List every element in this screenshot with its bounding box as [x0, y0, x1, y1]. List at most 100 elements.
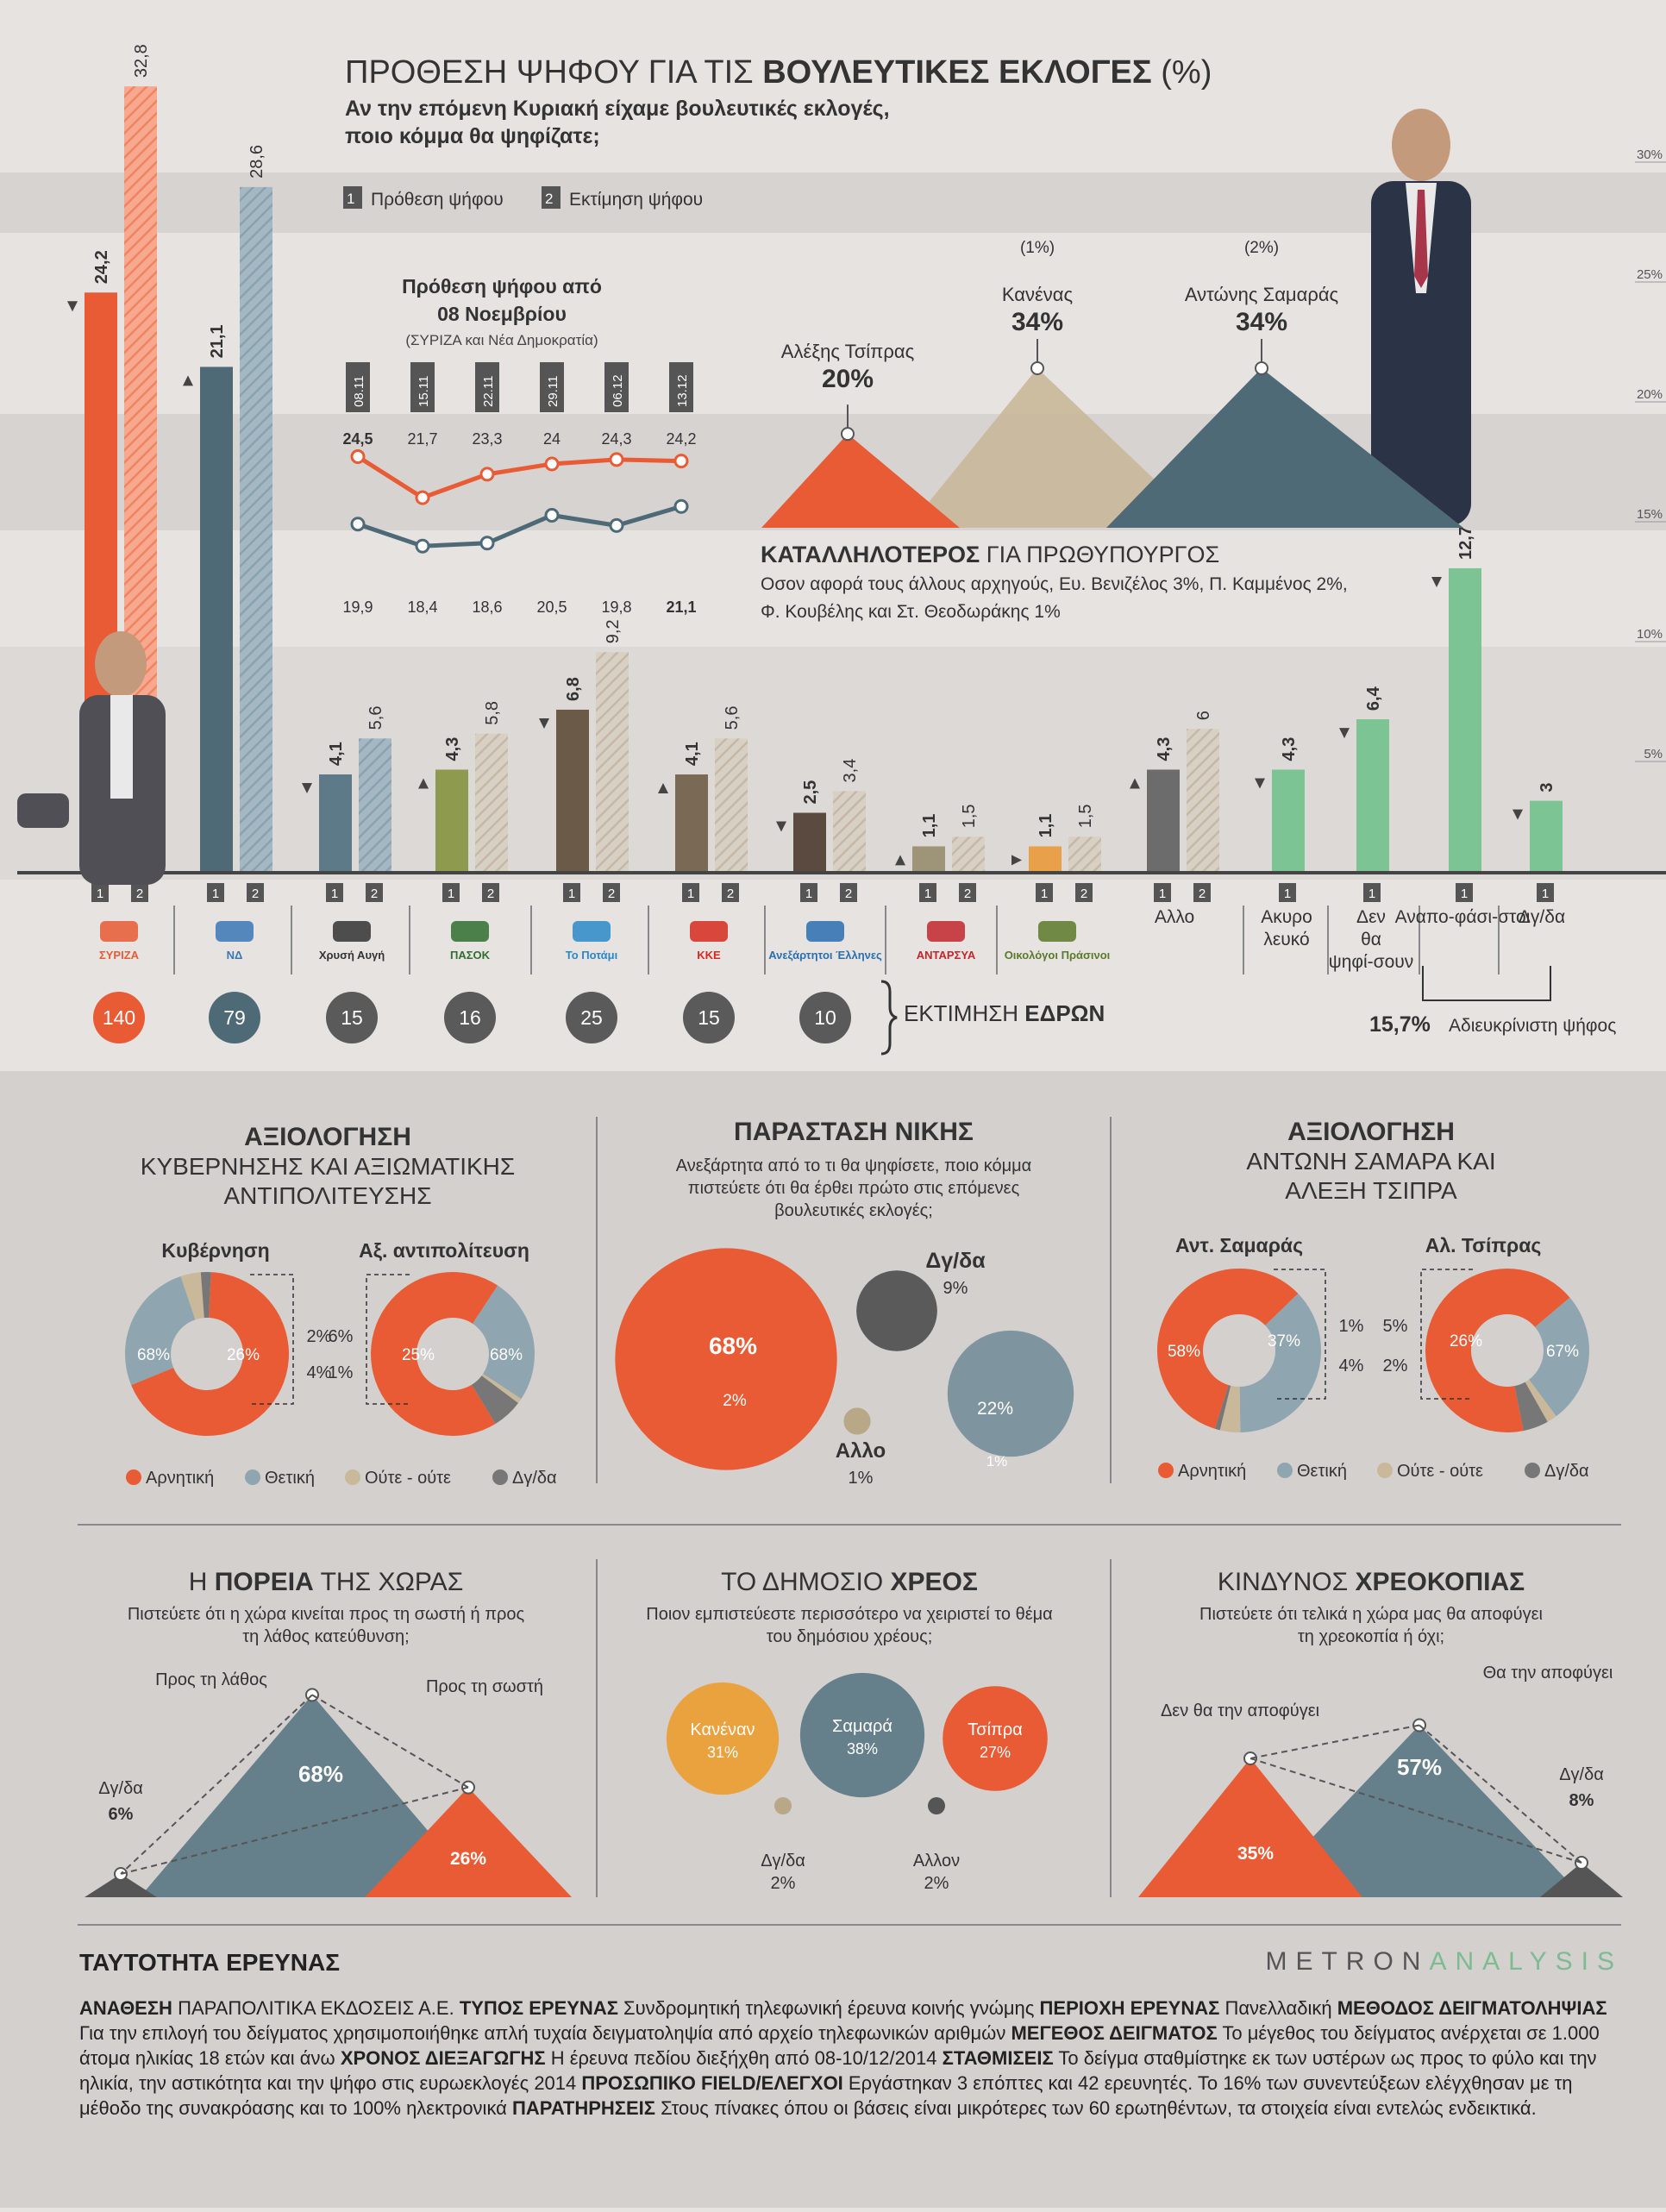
trend-date: 13.12 [675, 374, 690, 407]
category-name: λευκό [1263, 930, 1309, 949]
series-marker [442, 883, 460, 902]
trend-arrow [539, 717, 549, 729]
debt-value: 31% [707, 1744, 738, 1761]
pie-label: 68% [137, 1346, 170, 1364]
seat-circle [566, 992, 617, 1043]
debt-bubble [928, 1797, 945, 1814]
trend-point [415, 538, 430, 554]
trend-date-tag [540, 362, 564, 412]
party-logo [1038, 921, 1076, 942]
trend-date-tag [410, 362, 435, 412]
trend-point [479, 536, 495, 551]
panel-title-part: ΧΡΕΟΣ [891, 1568, 978, 1596]
trend-arrow [1339, 728, 1350, 739]
panel-title-line: ΑΞΙΟΛΟΓΗΣΗ [1287, 1118, 1455, 1146]
area-connector [120, 1694, 313, 1875]
bar-intention [319, 774, 352, 873]
panel-question: Ποιον εμπιστεύεστε περισσότερο να χειρισ… [646, 1605, 1052, 1624]
trend-title-1: Πρόθεση ψήφου από [402, 275, 602, 298]
panel-title-line: ΚΙΝΔΥΝΟΣ ΧΡΕΟΚΟΠΙΑΣ [1218, 1568, 1525, 1596]
trend-point [415, 490, 430, 505]
series-marker-text: 1 [1542, 887, 1549, 901]
pm-mountain [908, 368, 1206, 528]
series-marker [919, 883, 936, 902]
trend-chart: Πρόθεση ψήφου από 08 Νοεμβρίου (ΣΥΡΙΖΑ κ… [342, 275, 696, 616]
samaras-photo [1371, 109, 1471, 526]
legend-label-2: Εκτίμηση ψήφου [569, 190, 703, 210]
series-marker-text: 1 [568, 887, 575, 901]
trend-arrow [776, 821, 786, 832]
y-tick-label: 5% [1644, 747, 1663, 761]
panel-title-line: ΑΛΕΞΗ ΤΣΙΠΡΑ [1285, 1177, 1457, 1204]
bar-label-intention: 4,3 [1280, 737, 1299, 761]
trend-point [544, 456, 560, 472]
party-name: Ανεξάρτητοι Έλληνες [768, 949, 882, 962]
trend-arrow [1130, 778, 1140, 789]
y-tick-label: 20% [1637, 387, 1663, 402]
legend-marker-2 [542, 186, 561, 209]
series-marker [959, 883, 976, 902]
series-marker-text: 2 [487, 887, 494, 901]
bar-label-estimate: 5,6 [723, 706, 742, 730]
panel-question: του δημόσιου χρέους; [767, 1627, 933, 1646]
seat-value: 15 [341, 1006, 363, 1029]
pm-suitability-chart: Αλέξης Τσίπρας 20% Κανένας 34% (1%) Αντώνης Σ… [761, 239, 1463, 528]
series-marker-text: 1 [1284, 887, 1291, 901]
trend-point [350, 449, 366, 464]
party-logo [690, 921, 728, 942]
bar-estimate [1068, 837, 1101, 873]
trend-lines: 24,5 21,7 23,3 24 24,3 24,2 19,9 18,4 18,6 20,5 19… [342, 430, 696, 616]
area-connector [120, 1786, 469, 1875]
series-marker [326, 883, 343, 902]
series-marker-text: 1 [1041, 887, 1048, 901]
pm-value: 34% [1236, 308, 1287, 336]
pie-side-label: 2% [307, 1327, 332, 1346]
series-marker-text: 1 [1159, 887, 1166, 901]
pie-side-label: 2% [1383, 1357, 1408, 1375]
seat-circle [326, 992, 378, 1043]
pm-mountain [1106, 368, 1463, 528]
party-name: ΝΔ [227, 949, 243, 962]
area-category: Δγ/δα [98, 1779, 143, 1798]
legend-dot [345, 1469, 360, 1485]
trend-date-tag [669, 362, 693, 412]
trend-arrow [302, 783, 312, 794]
donut-slice [1219, 1385, 1241, 1432]
category-name: Αλλο [1155, 907, 1194, 927]
bar-estimate [1187, 729, 1219, 873]
trend-date: 22.11 [481, 376, 496, 407]
pie-connector [1420, 1269, 1473, 1400]
series-marker-text: 1 [448, 887, 454, 901]
series-marker [603, 883, 620, 902]
donut-slice [200, 1272, 211, 1319]
pm-peak-marker [1030, 361, 1044, 375]
debt-bubble [943, 1686, 1048, 1791]
pie-side-label: 1% [1339, 1317, 1364, 1336]
panel-country-course: Η ΠΟΡΕΙΑ ΤΗΣ ΧΩΡΑΣ Πιστεύετε ότι η χώρα κ… [85, 1568, 572, 1897]
series-marker [1154, 883, 1171, 902]
pie-connector [366, 1274, 410, 1405]
pm-change: (2%) [1244, 239, 1279, 257]
party-logo [333, 921, 371, 942]
donut-slice [1514, 1382, 1548, 1432]
y-tick-label: 10% [1637, 627, 1663, 642]
bar-estimate [359, 738, 391, 873]
trend-point [609, 517, 624, 533]
title-bold: ΒΟΥΛΕΥΤΙΚΕΣ ΕΚΛΟΓΕΣ [762, 54, 1151, 91]
area-category: Δεν θα την αποφύγει [1161, 1701, 1319, 1720]
category-name: Ακυρο [1261, 907, 1312, 927]
donut-slice [180, 1272, 204, 1320]
pm-title-rest: ΓΙΑ ΠΡΩΘΥΠΟΥΡΓΟΣ [980, 542, 1219, 567]
category-name: Δεν [1356, 907, 1386, 927]
debt-bubble [774, 1797, 792, 1814]
bar-label-estimate: 32,8 [132, 44, 151, 78]
seat-circle [683, 992, 735, 1043]
pie-side-label: 1% [329, 1363, 354, 1382]
pie-label: 26% [1450, 1332, 1482, 1350]
pie-side-label: 5% [1383, 1317, 1408, 1336]
donut-slice [125, 1276, 196, 1386]
pie-title: Κυβέρνηση [161, 1239, 269, 1262]
legend-text: Δγ/δα [512, 1469, 557, 1488]
trend-date: 06.12 [611, 374, 625, 407]
